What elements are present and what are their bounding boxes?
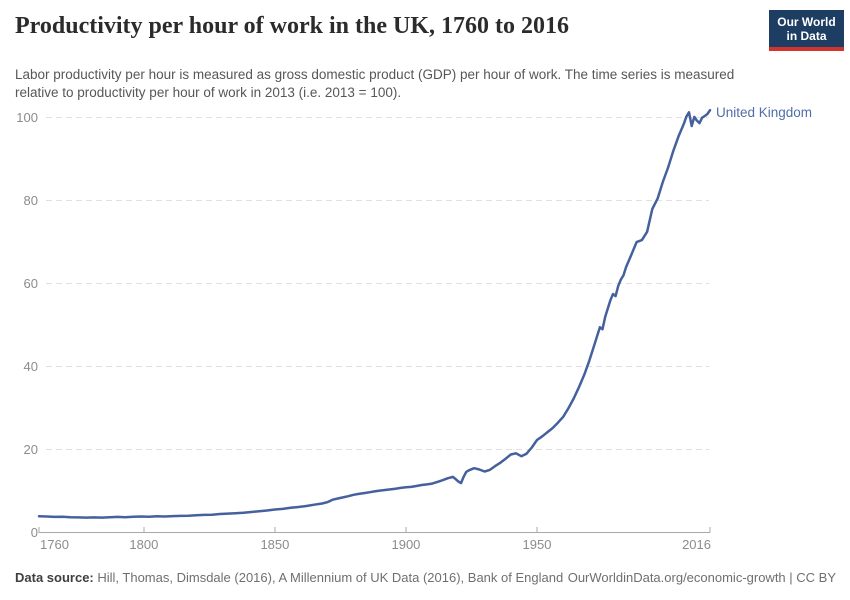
owid-logo-line2: in Data (786, 29, 827, 43)
x-axis-tick-label: 1950 (523, 537, 552, 552)
x-axis-tick-label: 1850 (260, 537, 289, 552)
productivity-line-united-kingdom[interactable] (37, 108, 712, 519)
y-axis-tick-label: 60 (24, 276, 38, 291)
x-axis-tick-label: 1900 (391, 537, 420, 552)
x-axis-tick-label: 2016 (682, 537, 711, 552)
footer-license-link[interactable]: OurWorldinData.org/economic-growth | CC … (567, 570, 836, 585)
y-axis-tick-label: 80 (24, 193, 38, 208)
data-source-text: Hill, Thomas, Dimsdale (2016), A Millenn… (93, 570, 564, 585)
y-axis-tick-label: 0 (31, 525, 38, 540)
owid-logo-line1: Our World (777, 15, 836, 29)
x-axis-tick-label: 1800 (129, 537, 158, 552)
y-axis-tick-label: 40 (24, 359, 38, 374)
data-source-label: Data source: (15, 570, 94, 585)
chart-footer: Data source: Hill, Thomas, Dimsdale (201… (15, 570, 836, 585)
y-axis-tick-label: 100 (16, 110, 38, 125)
chart-subtitle: Labor productivity per hour is measured … (15, 66, 735, 101)
x-axis-tick-label: 1760 (40, 537, 69, 552)
y-axis-tick-label: 20 (24, 442, 38, 457)
series-label-united-kingdom[interactable]: United Kingdom (716, 105, 813, 120)
owid-logo[interactable]: Our World in Data (769, 10, 844, 51)
page-title: Productivity per hour of work in the UK,… (15, 13, 570, 39)
data-source-note: Data source: Hill, Thomas, Dimsdale (201… (15, 570, 563, 585)
